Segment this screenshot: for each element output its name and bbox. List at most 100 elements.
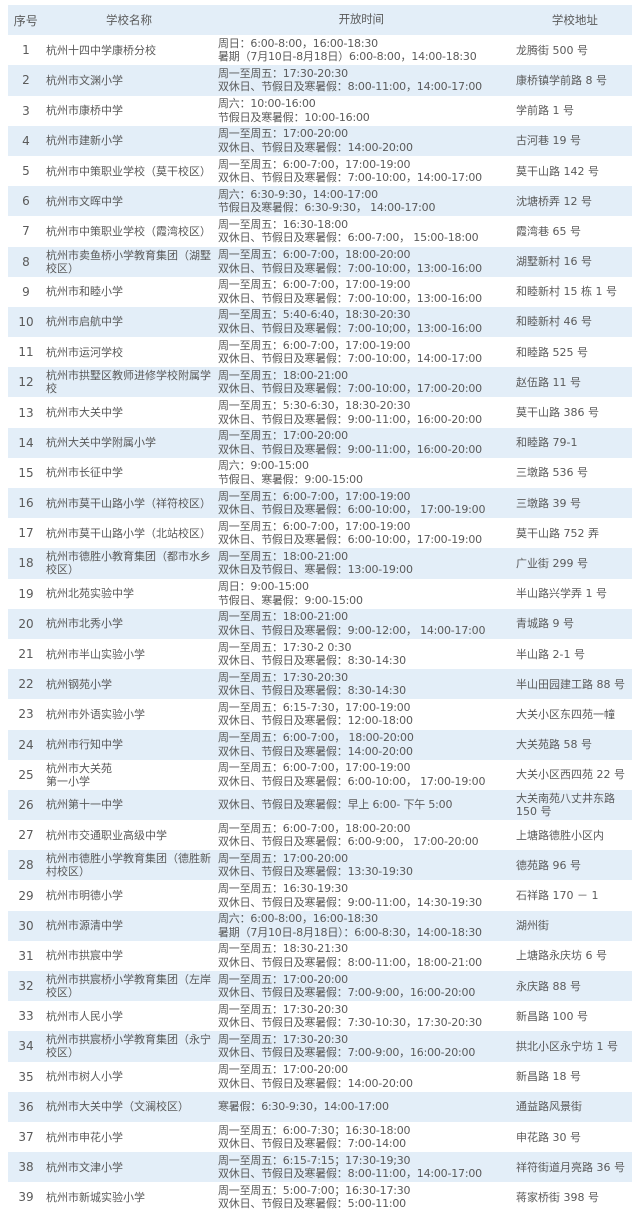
opening-hours-line: 周六：10:00-16:00 — [218, 97, 316, 111]
school-name: 杭州市交通职业高级中学 — [46, 828, 167, 842]
opening-hours: 周一至周五：17:00-20:00 双休日、节假日及寒暑假：14:00-20:00 — [218, 1063, 516, 1090]
school-name: 杭州市人民小学 — [46, 1009, 123, 1023]
school-address: 大关小区西四苑 22 号 — [516, 768, 625, 782]
opening-hours-line: 周一至周五：18:00-21:00 — [218, 368, 348, 382]
table-row: 14 杭州大关中学附属小学 周一至周五：17:00-20:00 双休日、节假日及寒暑假… — [8, 427, 632, 458]
opening-hours: 周一至周五：17:30-20:30 双休日、节假日及寒暑假：8:30-14:30 — [218, 671, 516, 698]
opening-hours-line: 周一至周五：6:00-7:00，17:00-19:00 — [218, 519, 411, 533]
table-row: 8 杭州市卖鱼桥小学教育集团（湖墅校区） 周一至周五：6:00-7:00，18:00… — [8, 246, 632, 277]
school-name: 杭州市卖鱼桥小学教育集团（湖墅校区） — [46, 248, 211, 275]
school-address: 蒋家桥街 398 号 — [516, 1190, 599, 1204]
school-name: 杭州十四中学康桥分校 — [46, 43, 156, 57]
school-name: 杭州市大关中学 — [46, 406, 123, 420]
opening-hours: 周一至周五：16:30-19:30 双休日、节假日及寒暑假：9:00-11:00，… — [218, 882, 516, 909]
school-name: 杭州市文晖中学 — [46, 194, 123, 208]
opening-hours-line: 周一至周五：18:00-21:00 — [218, 610, 348, 624]
opening-hours: 周六：10:00-16:00 节假日及寒暑假：10:00-16:00 — [218, 97, 516, 124]
row-number: 17 — [18, 526, 34, 541]
school-name: 杭州市康桥中学 — [46, 104, 123, 118]
row-number: 1 — [22, 43, 30, 58]
opening-hours-line: 双休日、节假日及寒暑假：12:00-18:00 — [218, 714, 413, 728]
school-address: 莫干山路 386 号 — [516, 406, 599, 420]
table-row: 36 杭州市大关中学（文澜校区） 寒暑假：6:30-9:30，14:00-17:00… — [8, 1091, 632, 1122]
opening-hours-line: 双休日、节假日及寒暑假：6:00-10:00， 17:00-19:00 — [218, 503, 486, 517]
school-address: 和睦新村 15 栋 1 号 — [516, 285, 617, 299]
school-address: 康桥镇学前路 8 号 — [516, 73, 607, 87]
opening-hours-line: 周一至周五：17:00-20:00 — [218, 851, 348, 865]
opening-hours: 周一至周五：6:00-7:00，17:00-19:00 双休日、节假日及寒暑假：6… — [218, 490, 516, 517]
school-address: 和睦路 525 号 — [516, 345, 588, 359]
opening-hours-line: 双休日、节假日及寒暑假：7:00-10:00，13:00-16:00 — [218, 291, 482, 305]
opening-hours: 周一至周五：17:00-20:00 双休日、节假日及寒暑假：13:30-19:30 — [218, 852, 516, 879]
school-name: 杭州市半山实验小学 — [46, 647, 145, 661]
table-row: 4 杭州市建新小学 周一至周五：17:00-20:00 双休日、节假日及寒暑假：14:… — [8, 125, 632, 156]
opening-hours: 周六：6:00-8:00，16:00-18:30 暑期（7月10日-8月18日）：… — [218, 912, 516, 939]
opening-hours-line: 周六：6:00-8:00，16:00-18:30 — [218, 912, 378, 926]
school-name: 杭州市大关苑 第一小学 — [46, 761, 112, 788]
opening-hours: 周一至周五：6:00-7:30；16:30-18:00 双休日、节假日及寒暑假：7… — [218, 1124, 516, 1151]
opening-hours-line: 暑期（7月10日-8月18日）：6:00-8:30，14:00-18:30 — [218, 925, 482, 939]
opening-hours-line: 周一至周五：6:00-7:00，17:00-19:00 — [218, 489, 411, 503]
school-address: 龙腾街 500 号 — [516, 43, 588, 57]
school-address: 永庆路 88 号 — [516, 979, 581, 993]
school-name: 杭州市北秀小学 — [46, 617, 123, 631]
opening-hours: 周六：6:30-9:30，14:00-17:00 节假日及寒暑假：6:30-9:3… — [218, 188, 516, 215]
school-address: 德苑路 96 号 — [516, 858, 581, 872]
school-name: 杭州市行知中学 — [46, 738, 123, 752]
opening-hours-line: 双休日、节假日及寒暑假：9:00-11:00，16:00-20:00 — [218, 442, 482, 456]
opening-hours: 周一至周五：5:30-6:30，18:30-20:30 双休日、节假日及寒暑假：9… — [218, 399, 516, 426]
row-number: 38 — [18, 1160, 34, 1175]
opening-hours: 周日：6:00-8:00，16:00-18:30 暑期（7月10日-8月18日）6… — [218, 37, 516, 64]
opening-hours-line: 双休日、节假日及寒暑假：9:00-11:00，16:00-20:00 — [218, 412, 482, 426]
row-number: 32 — [18, 979, 34, 994]
table-row: 6 杭州市文晖中学 周六：6:30-9:30，14:00-17:00 节假日及寒暑假：… — [8, 186, 632, 217]
school-address: 申花路 30 号 — [516, 1130, 581, 1144]
row-number: 29 — [18, 888, 34, 903]
school-name: 杭州市建新小学 — [46, 134, 123, 148]
school-name: 杭州钢苑小学 — [46, 677, 112, 691]
opening-hours-line: 周一至周五：16:30-18:00 — [218, 217, 348, 231]
opening-hours: 周日：9:00-15:00 节假日、寒暑假：9:00-15:00 — [218, 580, 516, 607]
opening-hours-line: 寒暑假：6:30-9:30，14:00-17:00 — [218, 1100, 389, 1114]
opening-hours-line: 周一至周五：18:00-21:00 — [218, 549, 348, 563]
opening-hours: 周一至周五：5:00-7:00；16:30-17:30 双休日、节假日及寒暑假：5… — [218, 1184, 516, 1211]
opening-hours: 周一至周五：6:00-7:00， 18:00-20:00 双休日、节假日及寒暑假：… — [218, 731, 516, 758]
row-number: 9 — [22, 284, 30, 299]
opening-hours-line: 周日：6:00-8:00，16:00-18:30 — [218, 36, 378, 50]
opening-hours-line: 周一至周五：6:00-7:00， 18:00-20:00 — [218, 731, 414, 745]
opening-hours-line: 双休日、节假日及寒暑假：6:00-7:00， 15:00-18:00 — [218, 231, 479, 245]
row-number: 23 — [18, 707, 34, 722]
table-row: 10 杭州市启航中学 周一至周五：5:40-6:40，18:30-20:30 双休日、… — [8, 306, 632, 338]
opening-hours: 周一至周五：6:00-7:00，17:00-19:00 双休日、节假日及寒暑假：6… — [218, 520, 516, 547]
school-address: 石祥路 170 － 1 — [516, 889, 599, 903]
opening-hours-line: 双休日及节假日、寒暑假：13:00-19:00 — [218, 563, 413, 577]
school-address: 莫干山路 142 号 — [516, 164, 599, 178]
table-row: 7 杭州市中策职业学校（霞湾校区） 周一至周五：16:30-18:00 双休日、节假日… — [8, 216, 632, 246]
opening-hours-line: 双休日、节假日及寒暑假：6:00-10:00， 17:00-19:00 — [218, 774, 486, 788]
row-number: 18 — [18, 556, 34, 571]
table-row: 37 杭州市申花小学 周一至周五：6:00-7:30；16:30-18:00 双休日、… — [8, 1122, 632, 1152]
opening-hours-line: 双休日、节假日及寒暑假：7:00-10:00，17:00-20:00 — [218, 382, 482, 396]
opening-hours-line: 节假日及寒暑假：6:30-9:30， 14:00-17:00 — [218, 201, 436, 215]
opening-hours-line: 周一至周五：17:00-20:00 — [218, 1063, 348, 1077]
row-number: 21 — [18, 647, 34, 662]
opening-hours-line: 双休日、节假日及寒暑假：14:00-20:00 — [218, 140, 413, 154]
opening-hours-line: 周一至周五：17:30-20:30 — [218, 66, 348, 80]
opening-hours: 周一至周五：17:30-20:30 双休日、节假日及寒暑假：7:30-10:30，… — [218, 1003, 516, 1030]
table-row: 3 杭州市康桥中学 周六：10:00-16:00 节假日及寒暑假：10:00-16:0… — [8, 96, 632, 126]
table-row: 17 杭州市莫干山路小学（北站校区） 周一至周五：6:00-7:00，17:00-1… — [8, 518, 632, 548]
school-address: 湖墅新村 16 号 — [516, 255, 592, 269]
table-row: 19 杭州北苑实验中学 周日：9:00-15:00 节假日、寒暑假：9:00-15:0… — [8, 579, 632, 609]
school-address: 上塘路德胜小区内 — [516, 828, 604, 842]
opening-hours-line: 周一至周五：18:30-21:30 — [218, 942, 348, 956]
opening-hours-line: 双休日、节假日及寒暑假：7:00-9:00，16:00-20:00 — [218, 1046, 476, 1060]
opening-hours: 寒暑假：6:30-9:30，14:00-17:00 — [218, 1100, 516, 1114]
school-address: 古河巷 19 号 — [516, 134, 581, 148]
opening-hours: 周六：9:00-15:00 节假日、寒暑假：9:00-15:00 — [218, 459, 516, 486]
table-row: 23 杭州市外语实验小学 周一至周五：6:15-7:30，17:00-19:00 双休… — [8, 699, 632, 729]
opening-hours: 周一至周五：17:30-20:30 双休日、节假日及寒暑假：8:00-11:00，… — [218, 67, 516, 94]
opening-hours-line: 周一至周五：17:00-20:00 — [218, 429, 348, 443]
school-address: 广业街 299 号 — [516, 556, 588, 570]
header-name: 学校名称 — [106, 12, 153, 27]
school-address: 新昌路 100 号 — [516, 1009, 588, 1023]
